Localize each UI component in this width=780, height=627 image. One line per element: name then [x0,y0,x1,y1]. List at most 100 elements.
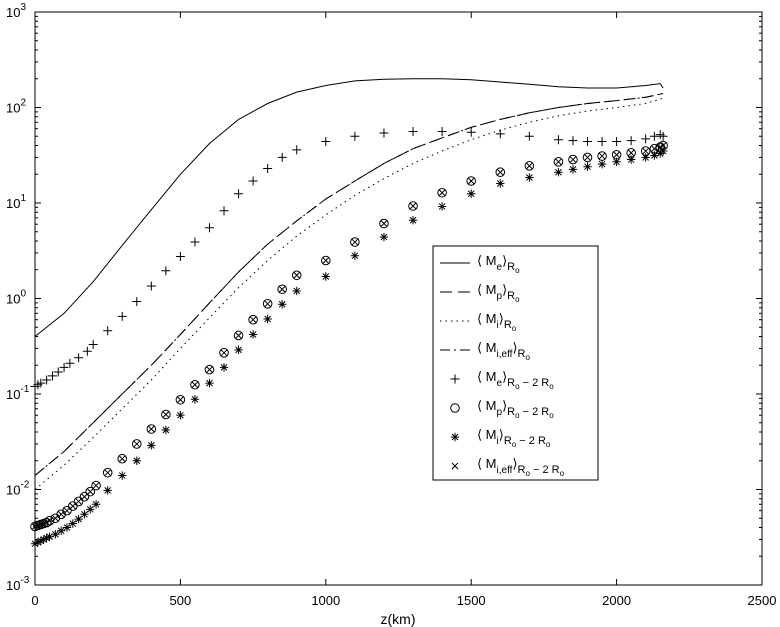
legend-r: R [507,377,515,389]
data-point [322,257,330,264]
data-point [63,507,71,515]
legend-r: R [504,435,512,447]
legend-close: ⟩ [502,253,507,268]
data-point [117,453,128,464]
data-point [147,425,155,433]
data-point [62,505,72,516]
data-point [118,455,126,463]
data-point [30,539,40,549]
data-point [262,299,273,309]
data-point [292,145,302,155]
data-point [525,173,534,182]
data-point [277,152,287,162]
data-point [437,202,447,211]
legend-close: ⟩ [502,369,507,384]
data-point [467,189,476,198]
data-point [626,155,636,164]
legend-marker [450,432,460,442]
data-point [626,136,636,146]
legend-close: ⟩ [499,311,504,326]
data-point [350,251,360,260]
legend-r-subscript: o [515,382,520,391]
data-point [204,223,214,233]
data-point [233,330,244,341]
data-point [350,131,360,141]
data-point [53,367,63,377]
y-tick-base: 10 [6,196,20,211]
data-point [33,538,43,547]
data-point [131,439,142,449]
data-point [612,157,621,167]
legend-suffix: − 2 R [520,377,550,389]
data-point [235,332,242,339]
data-point [351,238,359,246]
legend-r: R [507,406,515,418]
y-tick-label: 101 [6,193,26,211]
y-tick-label: 10-2 [6,480,30,498]
data-point [569,156,577,163]
data-point [248,176,258,186]
data-point [466,127,476,137]
legend-main: ⟨ M [477,398,497,413]
data-point [278,285,286,293]
data-point [495,167,506,178]
x-tick-label: 1000 [311,593,340,608]
data-point [597,137,607,147]
data-point [234,189,244,199]
data-point [277,284,287,295]
legend-marker [450,374,460,384]
y-tick-exponent: 3 [20,2,26,13]
data-point [103,486,112,495]
data-point [65,358,75,368]
data-point [583,162,592,171]
series-markers [30,146,668,549]
data-point [219,363,229,372]
data-point [658,146,668,156]
legend-close: ⟩ [502,282,507,297]
legend-subscript: p [497,291,503,302]
data-point [190,237,200,247]
data-point [650,151,659,160]
data-point [161,266,171,276]
legend-suffix: − 2 R [520,406,550,418]
data-point [277,300,287,309]
data-point [582,152,593,163]
data-point [118,471,127,480]
legend-main: ⟨ M [477,456,497,471]
data-point [321,272,330,281]
y-tick-base: 10 [6,5,20,20]
data-point [568,136,578,146]
data-point [85,486,96,497]
data-point [74,514,83,524]
legend-r-subscript: o [525,469,530,478]
data-point [219,206,229,216]
legend-box [432,245,599,481]
data-point [597,159,607,169]
data-point [613,151,620,159]
data-point [408,127,418,137]
y-tick-exponent: -3 [20,575,29,586]
data-point [649,131,659,141]
data-point [467,177,475,185]
data-point [56,526,66,535]
y-tick-exponent: 1 [20,193,26,204]
legend-subscript: p [497,407,503,418]
data-point [263,163,273,173]
data-point [234,345,243,355]
legend-label: ⟨ Mi⟩Ro − 2 Ro [477,427,551,449]
data-point [36,536,46,546]
data-point [627,149,635,157]
data-point [350,237,360,247]
legend-subscript: i [497,320,499,331]
data-point [39,535,48,544]
legend-main: ⟨ M [477,427,497,442]
data-point [57,510,65,518]
data-point [321,255,331,266]
data-point [91,500,101,509]
data-point [526,162,533,170]
legend-subscript: i,eff [497,465,513,476]
data-point [524,131,534,141]
data-point [42,533,51,543]
data-point [190,379,200,390]
